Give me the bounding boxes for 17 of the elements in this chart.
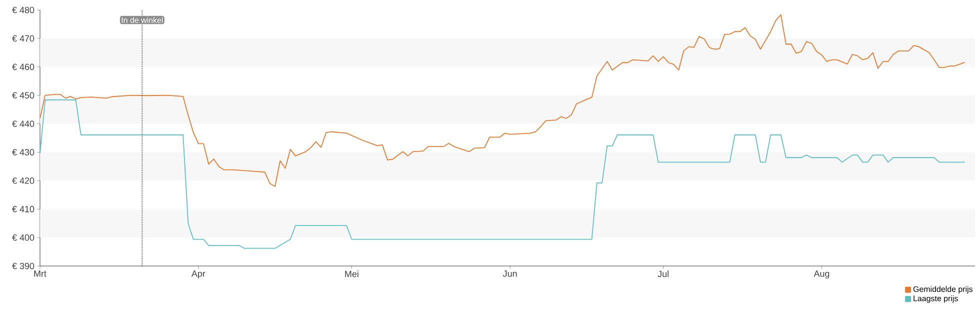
- x-tick-label: Jul: [658, 270, 668, 278]
- y-tick-label: € 470: [12, 35, 34, 42]
- x-tick-label: Mei: [345, 270, 358, 278]
- y-tick-label: € 480: [12, 6, 34, 14]
- x-tick-label: Aug: [814, 270, 830, 279]
- x-tick-label: Mrt: [34, 270, 46, 277]
- y-tick-label: € 410: [12, 206, 34, 212]
- x-tick-label: Jun: [502, 270, 517, 277]
- y-tick-label: € 460: [12, 64, 34, 70]
- y-tick-label: € 400: [12, 234, 34, 241]
- y-tick-label: € 430: [12, 149, 34, 156]
- y-tick-label: € 390: [12, 262, 34, 270]
- x-tick-label: Apr: [191, 270, 206, 279]
- line-series: [40, 99, 966, 249]
- y-tick-label: € 420: [12, 177, 34, 184]
- y-tick-label: € 440: [12, 120, 34, 127]
- y-tick-label: € 450: [12, 92, 34, 99]
